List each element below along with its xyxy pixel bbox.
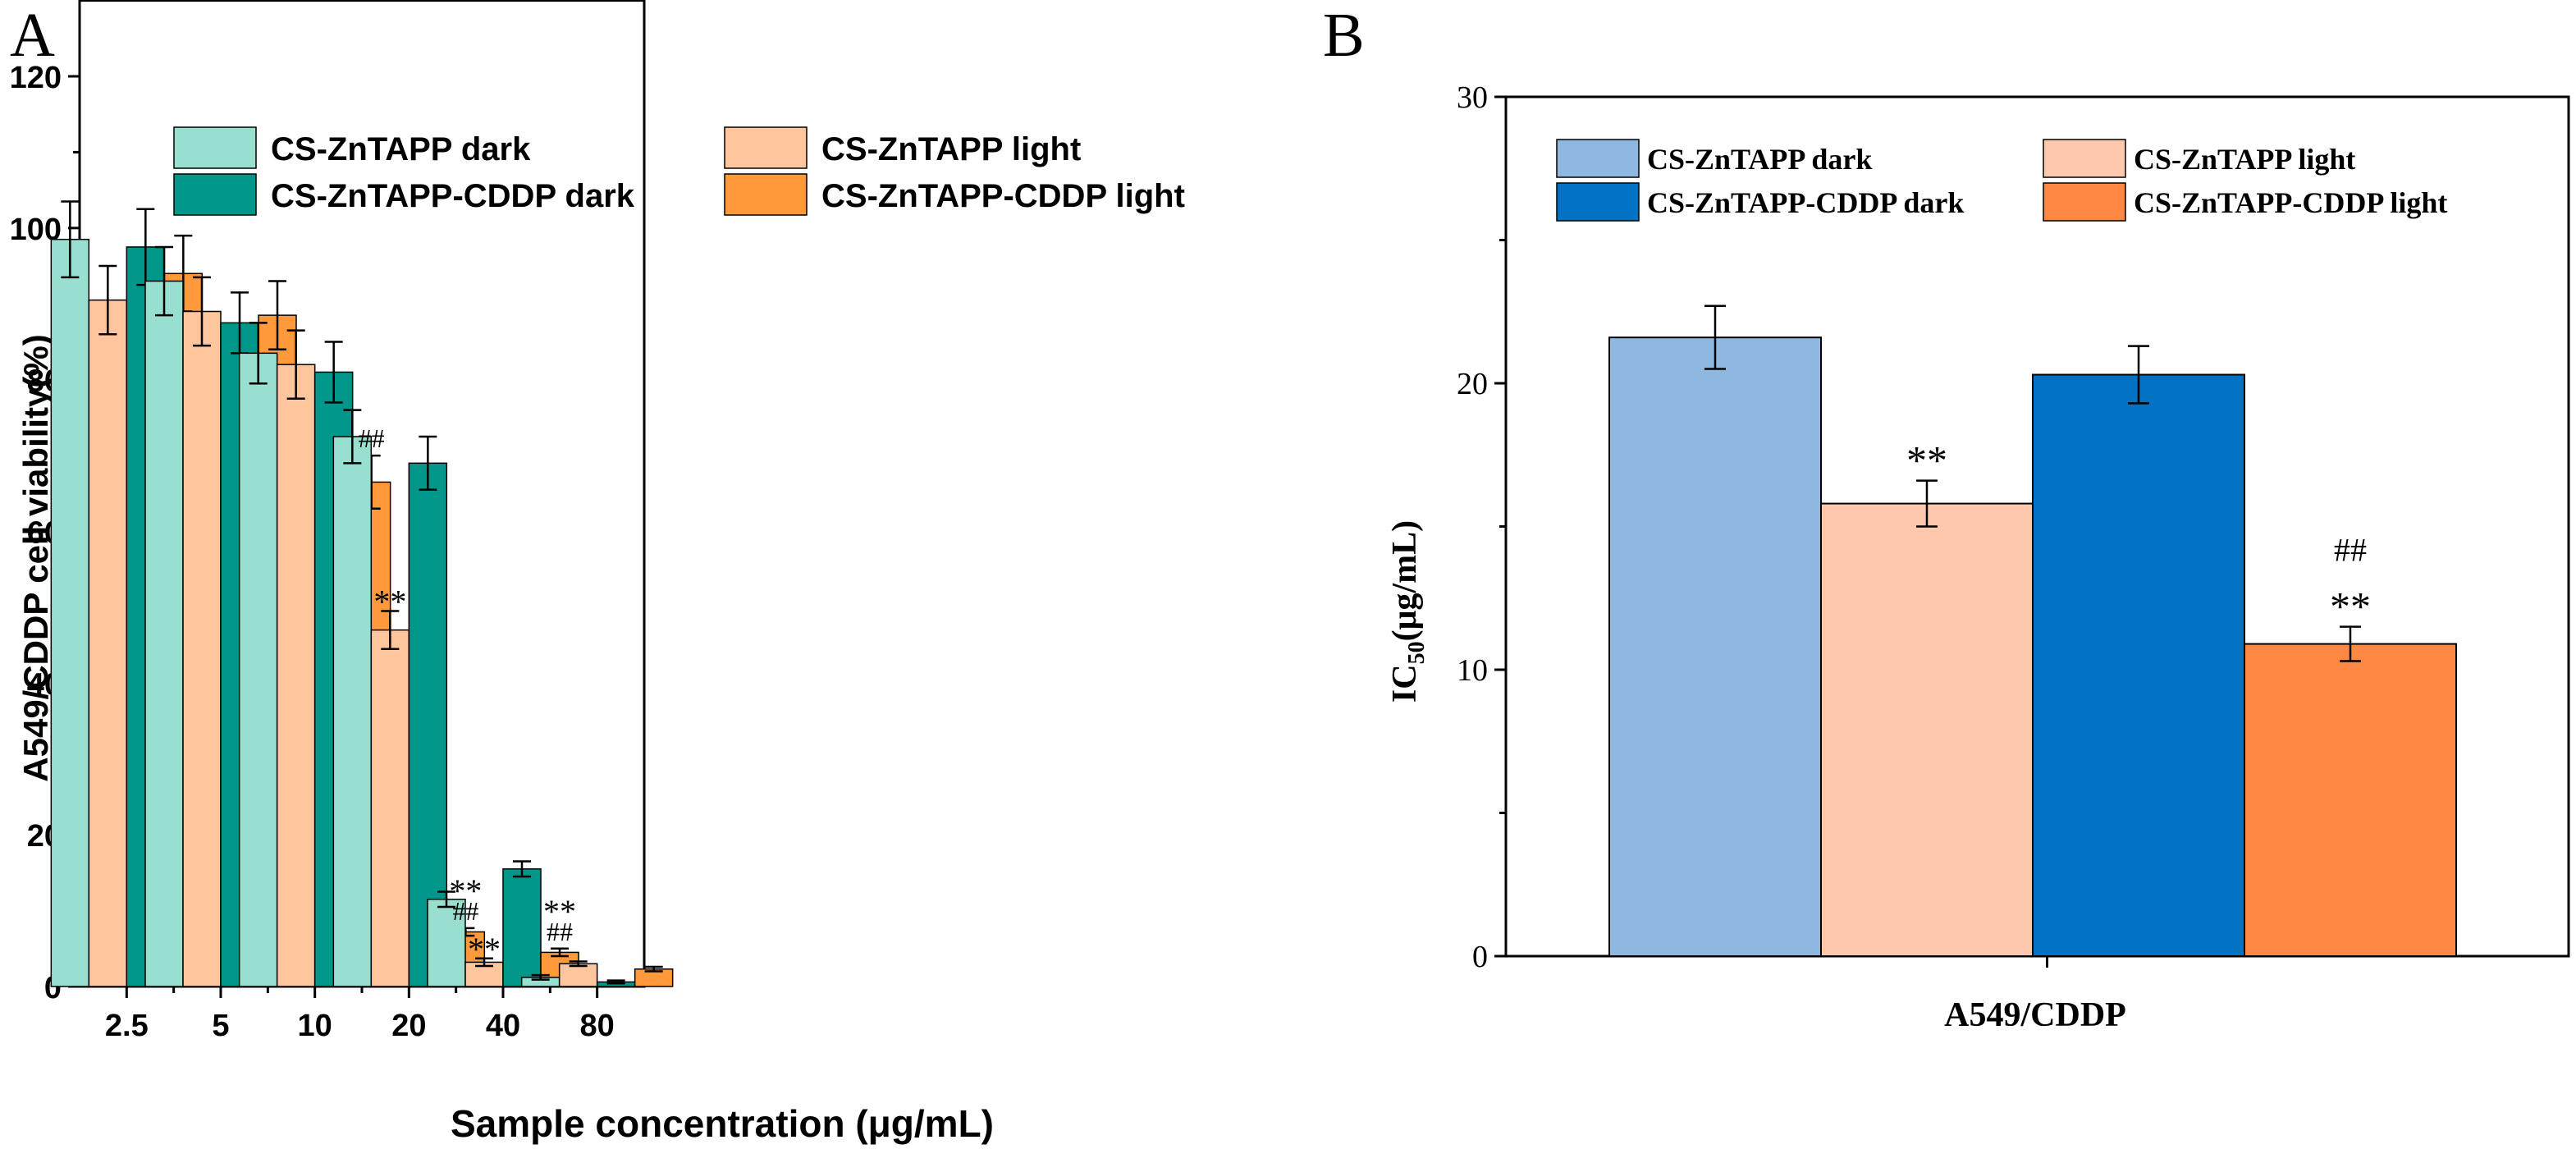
a-y-axis-label: A549/CDDP cell viability(%): [16, 334, 55, 781]
b-bar: [2032, 373, 2245, 957]
a-legend-swatch: [724, 126, 808, 169]
a-legend-swatch: [173, 173, 257, 216]
a-significance-mark: ##: [452, 896, 478, 926]
a-x-tick-label: 10: [298, 1009, 332, 1043]
a-bar: [558, 963, 598, 987]
a-significance-mark: ##: [359, 423, 385, 453]
a-legend-label: CS-ZnTAPP light: [821, 131, 1081, 167]
a-bar: [144, 280, 184, 987]
panel-a-chart: A549/CDDP cell viability(%) Sample conce…: [10, 0, 1185, 1145]
b-legend-swatch: [1556, 139, 1640, 178]
panel-b-chart: IC50(μg/mL) A549/CDDP 0 10 20 30 ** ## ** CS-Zn…: [1386, 80, 2570, 1034]
b-legend-label: CS-ZnTAPP dark: [1647, 143, 1872, 176]
a-bar: [370, 629, 410, 987]
b-y-tick-label: 30: [1457, 80, 1488, 115]
a-legend-swatch: [173, 126, 257, 169]
a-bar: [182, 310, 222, 987]
b-legend-swatch: [2043, 182, 2126, 222]
b-y-tick-label: 0: [1472, 940, 1488, 974]
b-legend-label: CS-ZnTAPP light: [2134, 143, 2355, 176]
a-y-tick-label: 120: [10, 61, 62, 95]
a-bar: [276, 364, 316, 987]
b-legend-label: CS-ZnTAPP-CDDP light: [2134, 186, 2447, 219]
a-bar: [238, 352, 278, 987]
b-legend-swatch: [2043, 139, 2126, 178]
a-x-tick-label: 2.5: [105, 1009, 149, 1043]
panel-b-letter: B: [1323, 1, 1365, 70]
a-bar: [502, 868, 542, 987]
b-y-axis-label: IC50(μg/mL): [1386, 520, 1430, 703]
b-bar: [1608, 336, 1822, 958]
a-significance-mark: **: [373, 584, 406, 620]
a-legend-label: CS-ZnTAPP-CDDP light: [821, 178, 1185, 214]
a-legend-label: CS-ZnTAPP-CDDP dark: [271, 178, 635, 214]
b-bar: [2244, 643, 2457, 958]
a-legend-label: CS-ZnTAPP dark: [271, 131, 531, 167]
a-significance-mark: **: [543, 893, 576, 930]
a-significance-mark: **: [449, 872, 482, 909]
a-bar: [332, 436, 373, 987]
b-y-tick-label: 10: [1457, 653, 1488, 688]
a-x-tick-label: 40: [486, 1009, 520, 1043]
b-legend-label: CS-ZnTAPP-CDDP dark: [1647, 186, 1964, 219]
a-x-axis-label: Sample concentration (μg/mL): [451, 1102, 994, 1145]
b-x-axis-label: A549/CDDP: [1944, 996, 2126, 1034]
a-bar: [427, 898, 466, 987]
b-significance-mark: **: [1906, 437, 1947, 483]
a-bar: [88, 299, 128, 987]
a-legend-swatch: [724, 173, 808, 216]
a-x-tick-label: 5: [212, 1009, 229, 1043]
b-bar: [1820, 502, 2034, 957]
b-significance-mark: ##: [2334, 532, 2367, 569]
a-x-tick-label: 80: [580, 1009, 615, 1043]
b-significance-mark: **: [2330, 584, 2371, 629]
b-legend-swatch: [1556, 182, 1640, 222]
panel-a-letter: A: [10, 1, 55, 70]
a-bar: [50, 238, 90, 987]
a-x-tick-label: 20: [391, 1009, 426, 1043]
a-significance-mark: ##: [547, 917, 573, 946]
b-y-tick-label: 20: [1457, 367, 1488, 401]
a-significance-mark: **: [468, 931, 501, 968]
